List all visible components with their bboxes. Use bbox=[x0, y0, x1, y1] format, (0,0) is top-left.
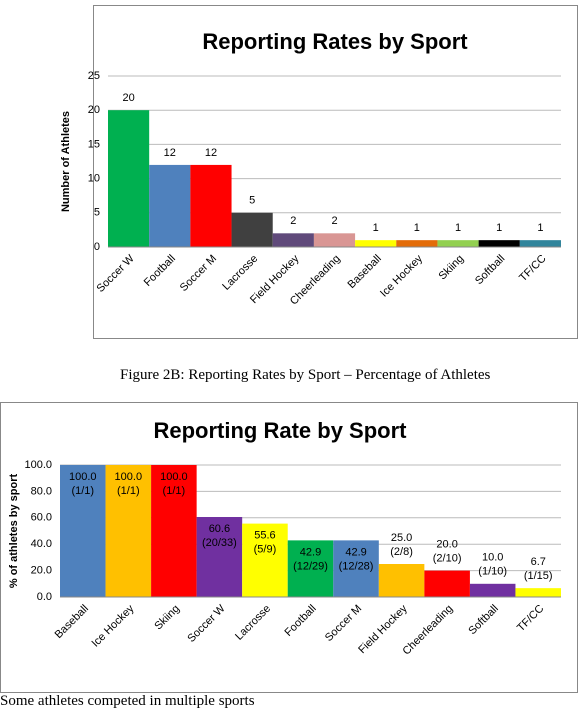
caption: Figure 2B: Reporting Rates by Sport – Pe… bbox=[120, 367, 491, 383]
y-tick-label: 10 bbox=[88, 173, 100, 185]
bar bbox=[231, 212, 273, 247]
bar bbox=[151, 465, 197, 597]
y-tick-label: 0 bbox=[94, 241, 100, 253]
value-label: 1 bbox=[537, 222, 543, 234]
bar bbox=[272, 233, 314, 247]
bar bbox=[313, 233, 356, 247]
bar bbox=[396, 240, 438, 247]
value-label: 60.6 bbox=[209, 523, 230, 535]
bar bbox=[287, 540, 334, 597]
value-label: 100.0 bbox=[115, 471, 143, 483]
bar bbox=[478, 240, 520, 247]
fraction-label: (2/10) bbox=[433, 553, 462, 565]
value-label: 2 bbox=[290, 215, 296, 227]
y-tick-label: 80.0 bbox=[31, 485, 52, 497]
bar bbox=[424, 570, 470, 597]
fraction-label: (12/28) bbox=[339, 560, 374, 572]
fraction-label: (20/33) bbox=[202, 537, 237, 549]
value-label: 55.6 bbox=[254, 530, 275, 542]
fraction-label: (1/15) bbox=[524, 570, 553, 582]
bar bbox=[60, 465, 106, 597]
value-label: 42.9 bbox=[345, 546, 366, 558]
chart-title: Reporting Rate by Sport bbox=[153, 418, 407, 443]
bar bbox=[149, 164, 191, 247]
value-label: 6.7 bbox=[531, 556, 546, 568]
value-label: 2 bbox=[331, 215, 337, 227]
value-label: 1 bbox=[373, 222, 379, 234]
fraction-label: (1/1) bbox=[117, 485, 140, 497]
bar bbox=[196, 517, 243, 597]
bar bbox=[519, 240, 561, 247]
fraction-label: (1/1) bbox=[163, 485, 186, 497]
y-tick-label: 20 bbox=[88, 104, 100, 116]
value-label: 12 bbox=[205, 147, 217, 159]
value-label: 20.0 bbox=[436, 539, 457, 551]
fraction-label: (1/10) bbox=[478, 566, 507, 578]
y-axis-label: Number of Athletes bbox=[60, 111, 72, 212]
footnote: Some athletes competed in multiple sport… bbox=[0, 693, 255, 709]
fraction-label: (1/1) bbox=[71, 485, 94, 497]
y-tick-label: 60.0 bbox=[31, 512, 52, 524]
value-label: 1 bbox=[414, 222, 420, 234]
y-tick-label: 0.0 bbox=[37, 591, 52, 603]
value-label: 20 bbox=[122, 92, 134, 104]
y-tick-label: 40.0 bbox=[31, 538, 52, 550]
bar bbox=[355, 240, 397, 247]
bar bbox=[105, 465, 152, 597]
bar bbox=[469, 583, 516, 597]
value-label: 12 bbox=[164, 147, 176, 159]
value-label: 100.0 bbox=[160, 471, 188, 483]
y-axis-label: % of athletes by sport bbox=[8, 474, 20, 589]
fraction-label: (2/8) bbox=[390, 546, 413, 558]
value-label: 10.0 bbox=[482, 552, 503, 564]
value-label: 1 bbox=[455, 222, 461, 234]
y-tick-label: 25 bbox=[88, 70, 100, 82]
bar bbox=[515, 588, 561, 597]
y-tick-label: 15 bbox=[88, 138, 100, 150]
bar bbox=[190, 164, 232, 247]
value-label: 42.9 bbox=[300, 546, 321, 558]
chart-title: Reporting Rates by Sport bbox=[202, 29, 468, 54]
y-tick-label: 100.0 bbox=[24, 459, 52, 471]
value-label: 1 bbox=[496, 222, 502, 234]
value-label: 5 bbox=[249, 195, 255, 207]
bar bbox=[378, 564, 425, 597]
fraction-label: (12/29) bbox=[293, 560, 328, 572]
chart: Reporting Rates by Sport Number of Athlet… bbox=[60, 5, 578, 339]
value-label: 25.0 bbox=[391, 532, 412, 544]
fraction-label: (5/9) bbox=[254, 544, 277, 556]
bar bbox=[333, 540, 379, 597]
y-tick-label: 5 bbox=[94, 207, 100, 219]
bar bbox=[242, 523, 288, 597]
chart: Reporting Rate by Sport % of athletes by … bbox=[0, 402, 578, 693]
bar bbox=[437, 240, 479, 247]
value-label: 100.0 bbox=[69, 471, 97, 483]
bar bbox=[108, 110, 150, 247]
y-tick-label: 20.0 bbox=[31, 565, 52, 577]
